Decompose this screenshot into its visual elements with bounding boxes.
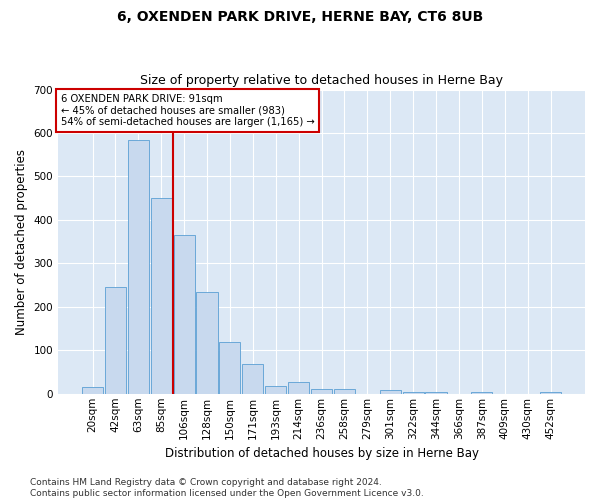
Bar [128, 140, 149, 394]
Bar [403, 392, 424, 394]
Bar [82, 387, 103, 394]
Bar [265, 386, 286, 394]
Bar [425, 392, 446, 394]
Text: 6, OXENDEN PARK DRIVE, HERNE BAY, CT6 8UB: 6, OXENDEN PARK DRIVE, HERNE BAY, CT6 8U… [117, 10, 483, 24]
Bar [380, 390, 401, 394]
X-axis label: Distribution of detached houses by size in Herne Bay: Distribution of detached houses by size … [164, 447, 479, 460]
Bar [173, 235, 194, 394]
Bar [334, 390, 355, 394]
Bar [242, 364, 263, 394]
Bar [105, 288, 126, 394]
Text: Contains HM Land Registry data © Crown copyright and database right 2024.
Contai: Contains HM Land Registry data © Crown c… [30, 478, 424, 498]
Bar [151, 198, 172, 394]
Bar [540, 392, 561, 394]
Text: 6 OXENDEN PARK DRIVE: 91sqm
← 45% of detached houses are smaller (983)
54% of se: 6 OXENDEN PARK DRIVE: 91sqm ← 45% of det… [61, 94, 314, 128]
Bar [196, 292, 218, 394]
Bar [288, 382, 309, 394]
Title: Size of property relative to detached houses in Herne Bay: Size of property relative to detached ho… [140, 74, 503, 87]
Y-axis label: Number of detached properties: Number of detached properties [15, 148, 28, 334]
Bar [220, 342, 241, 394]
Bar [471, 392, 493, 394]
Bar [311, 388, 332, 394]
